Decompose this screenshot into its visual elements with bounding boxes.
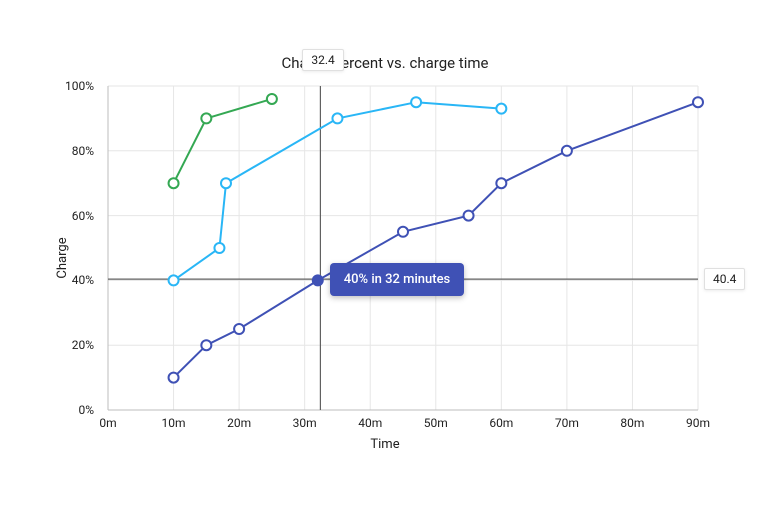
y-tick-label: 20%	[72, 338, 94, 352]
y-tick-label: 80%	[72, 144, 94, 158]
x-tick-label: 30m	[293, 416, 317, 430]
plot-area[interactable]	[108, 86, 698, 410]
x-tick-label: 70m	[555, 416, 579, 430]
x-tick-label: 40m	[358, 416, 382, 430]
point-tooltip: 40% in 32 minutes	[330, 263, 464, 296]
x-axis-label: Time	[0, 437, 770, 452]
x-tick-label: 60m	[489, 416, 513, 430]
x-tick-label: 90m	[686, 416, 710, 430]
x-tick-label: 50m	[424, 416, 448, 430]
x-tick-label: 0m	[99, 416, 116, 430]
chart-title: Charge percent vs. charge time	[0, 54, 770, 72]
x-tick-label: 80m	[620, 416, 644, 430]
y-tick-label: 60%	[72, 209, 94, 223]
y-tick-label: 40%	[72, 273, 94, 287]
chart-container: Charge percent vs. charge time Charge Ti…	[0, 0, 770, 516]
x-axis-ticks: 0m10m20m30m40m50m60m70m80m90m	[108, 416, 698, 436]
x-tick-label: 20m	[227, 416, 251, 430]
y-tick-label: 0%	[78, 403, 94, 417]
y-axis-ticks: 0%20%40%60%80%100%	[0, 86, 104, 410]
y-tick-label: 100%	[65, 79, 94, 93]
crosshair-y-label: 40.4	[704, 268, 745, 290]
x-tick-label: 10m	[162, 416, 186, 430]
crosshair-x-label: 32.4	[302, 49, 343, 71]
